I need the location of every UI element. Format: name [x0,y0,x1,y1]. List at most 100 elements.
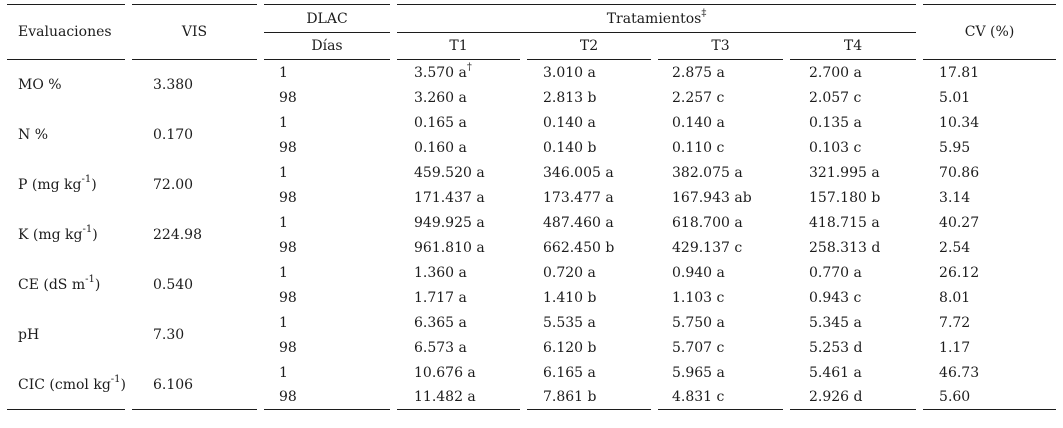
cell-vis: 224.98 [153,227,202,243]
cell-cv: 3.14 [939,189,971,206]
header-t2: T2 [527,33,651,60]
cell-cv: 5.95 [939,139,971,156]
header-t4: T4 [790,33,917,60]
table-row: 98 1.717 a 1.410 b 1.103 c 0.943 c 8.01 [7,285,1056,310]
cell-t4: 157.180 b [790,185,916,210]
cell-t2: 6.165 a [527,360,651,385]
row-label: P (mg kg-1) [7,160,125,210]
cell-t3: 382.075 a [658,160,783,185]
cell-value: 2.926 d [809,389,863,405]
cell-cv: 1.17 [939,339,971,356]
row-label-text: pH [18,327,40,343]
cell-t4: 5.461 a [790,360,916,385]
header-dias: Días [264,33,390,60]
row-label: N % [7,110,125,160]
cell-t1: 171.437 a [397,185,520,210]
cell-day: 1 [279,64,288,81]
tratamientos-footnote-mark: ‡ [701,7,707,19]
cell-t3: 1.103 c [658,285,783,310]
cell-t1: 3.570 a† [397,60,520,85]
cell-value: 618.700 a [672,214,743,231]
cell-value: 0.110 c [672,139,725,156]
cell-value: 173.477 a [543,189,614,206]
cell-t4: 5.345 a [790,310,916,335]
cell-value: 6.120 b [543,339,597,356]
cell-t4: 2.700 a [790,60,916,85]
cell-t4: 0.135 a [790,110,916,135]
cell-t1: 11.482 a [397,385,520,410]
table-row: 98 0.160 a 0.140 b 0.110 c 0.103 c 5.95 [7,135,1056,160]
cell-value: 157.180 b [809,189,881,206]
cell-day: 1 [279,264,288,281]
cell-day: 98 [279,289,297,306]
cell-t1: 3.260 a [397,85,520,110]
cell-value: 0.135 a [809,114,862,131]
cell-t3: 4.831 c [658,385,783,410]
row-label-suffix: ) [120,376,127,393]
table-row: 98 3.260 a 2.813 b 2.257 c 2.057 c 5.01 [7,85,1056,110]
cell-t4: 321.995 a [790,160,916,185]
row-label-text: MO % [18,77,62,93]
cell-value: 0.140 a [672,114,725,131]
table-row: P (mg kg-1) 72.00 1 459.520 a 346.005 a 382.0… [7,160,1056,194]
cell-vis: 6.106 [132,360,257,410]
cell-t1: 961.810 a [397,235,520,260]
cell-value: 258.313 d [809,239,881,256]
table-row: 98 961.810 a 662.450 b 429.137 c 258.313 d 2.… [7,235,1056,260]
cell-value: 7.861 b [543,389,597,405]
row-label-suffix: ) [94,277,101,293]
cell-value: 961.810 a [414,239,485,256]
cell-value: 321.995 a [809,164,880,181]
cell-value: 0.770 a [809,264,862,281]
cell-t3: 429.137 c [658,235,783,260]
cell-t3: 2.875 a [658,60,783,85]
cell-t3: 5.965 a [658,360,783,385]
cell-day: 1 [279,314,288,331]
cell-day: 1 [279,214,288,231]
cell-value: 5.750 a [672,314,725,331]
cell-t1: 0.160 a [397,135,520,160]
cell-value: 6.573 a [414,339,467,356]
row-label-superscript: -1 [82,224,93,236]
cell-t2: 2.813 b [527,85,651,110]
cell-value: 3.570 a [414,64,467,81]
cell-value: 5.707 c [672,339,725,356]
cell-t3: 2.257 c [658,85,783,110]
cell-value: 0.140 a [543,114,596,131]
cell-day: 98 [279,189,297,206]
row-label-text: CIC (cmol kg [18,376,111,393]
cell-t3: 618.700 a [658,210,783,235]
table-row: MO % 3.380 1 3.570 a† 3.010 a 2.875 a 2.700 a 1… [7,60,1056,93]
tratamientos-label: Tratamientos [606,10,702,27]
cell-day: 98 [279,339,297,356]
cell-footnote-mark: † [466,61,472,73]
cell-value: 346.005 a [543,164,614,181]
table-row: CE (dS m-1) 0.540 1 1.360 a 0.720 a 0.940 a 0.… [7,260,1056,294]
table-row: 98 171.437 a 173.477 a 167.943 ab 157.180 b 3… [7,185,1056,210]
cell-value: 459.520 a [414,164,485,181]
header-row-2: Días T1 T2 T3 T4 [7,33,1056,60]
cell-vis: 7.30 [153,327,185,343]
cell-value: 2.257 c [672,89,725,106]
cell-value: 6.365 a [414,314,467,331]
cell-value: 4.831 c [672,389,725,405]
cell-t2: 6.120 b [527,335,651,360]
cell-cv: 2.54 [939,239,971,256]
cell-cv: 8.01 [939,289,971,306]
cell-vis: 3.380 [153,77,194,93]
cell-cv: 70.86 [939,164,980,181]
cell-value: 418.715 a [809,214,880,231]
header-row-1: Evaluaciones VIS DLAC Tratamientos‡ CV (… [7,4,1057,60]
header-t3: T3 [658,33,783,60]
table-row: 98 6.573 a 6.120 b 5.707 c 5.253 d 1.17 [7,335,1056,360]
row-label-text: P (mg kg [18,177,82,193]
cell-t4: 0.103 c [790,135,916,160]
cell-t3: 0.110 c [658,135,783,160]
cell-value: 0.720 a [543,264,596,281]
cell-vis: 72.00 [153,177,194,193]
cell-day: 1 [279,364,288,381]
cell-day: 1 [279,114,288,131]
cell-t1: 1.360 a [397,260,520,285]
cell-value: 1.103 c [672,289,725,306]
table-row: K (mg kg-1) 224.98 1 949.925 a 487.460 a 618.… [7,210,1056,244]
